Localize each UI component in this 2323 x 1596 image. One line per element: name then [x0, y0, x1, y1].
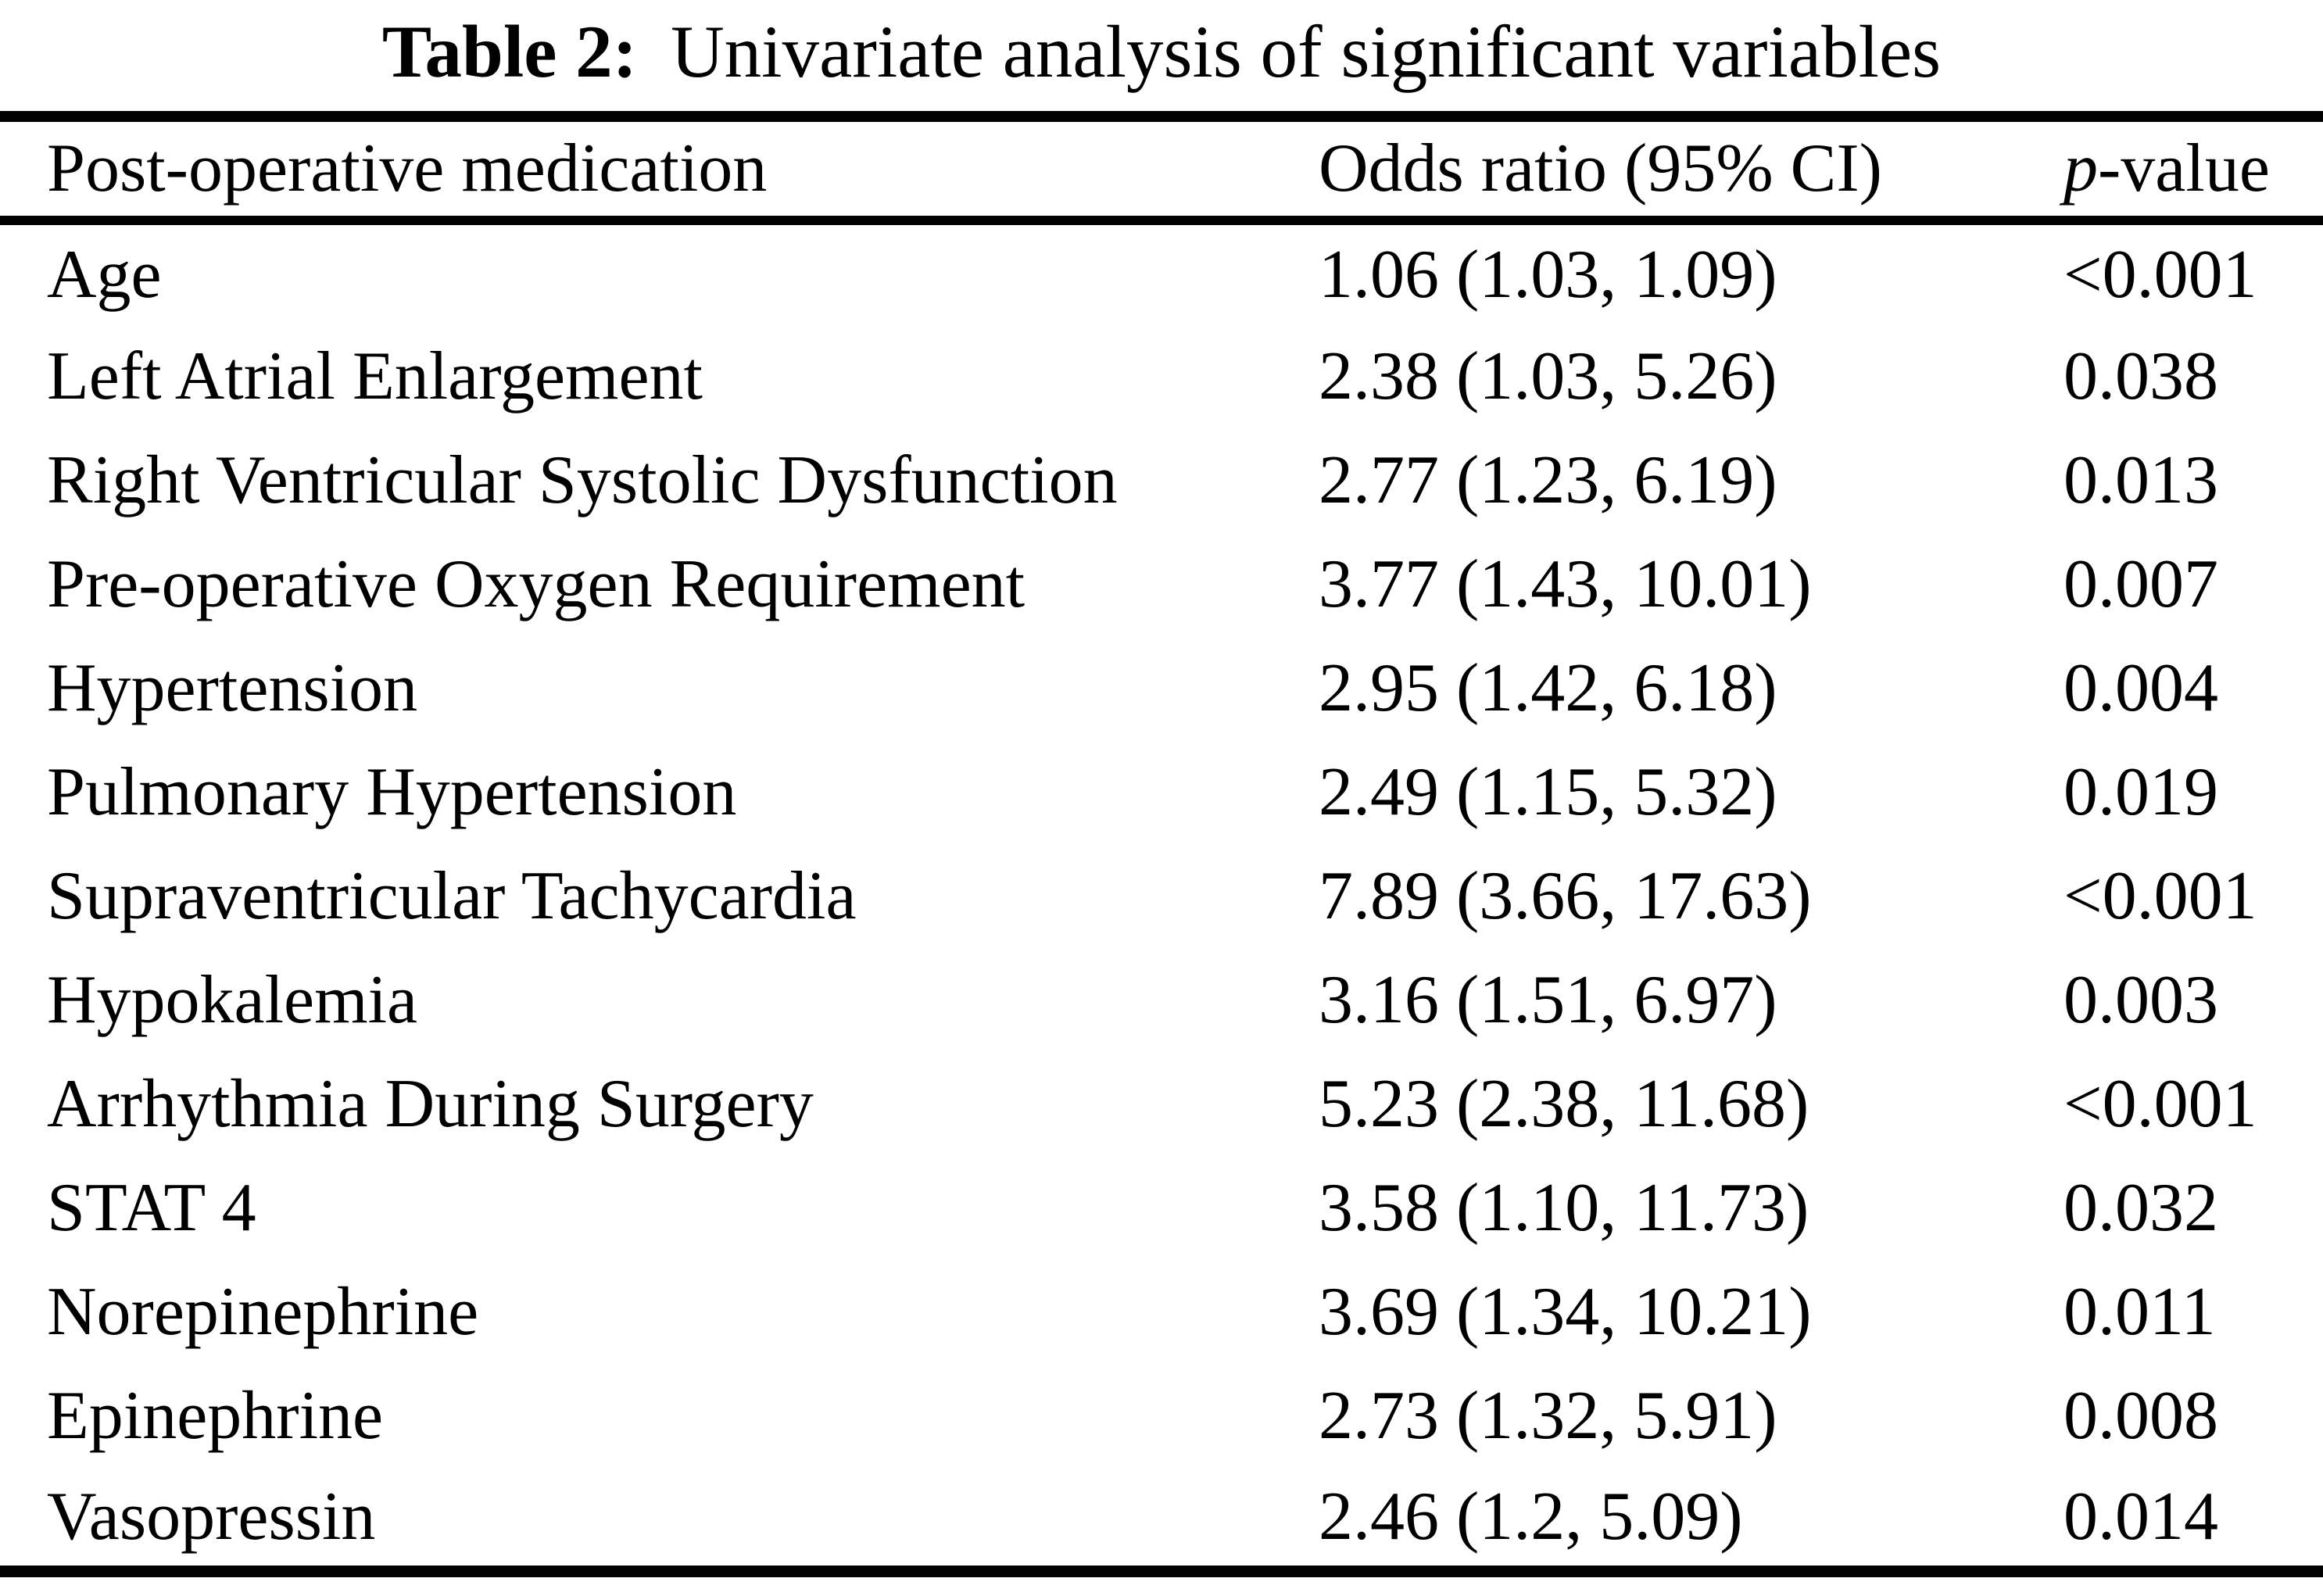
variable-name-cell: Hypokalemia: [47, 961, 418, 1038]
odds-ratio-cell: 2.46 (1.2, 5.09): [1319, 1478, 1743, 1555]
table-caption: Table 2: Univariate analysis of significa…: [0, 5, 2323, 100]
table-row: Age 1.06 (1.03, 1.09) <0.001: [0, 220, 2323, 324]
odds-ratio-cell: 7.89 (3.66, 17.63): [1319, 857, 1812, 934]
table-row: Left Atrial Enlargement 2.38 (1.03, 5.26…: [0, 324, 2323, 428]
table-caption-text: Univariate analysis of significant varia…: [671, 10, 1942, 93]
p-value-cell: 0.011: [2063, 1273, 2216, 1350]
odds-ratio-cell: 2.38 (1.03, 5.26): [1319, 338, 1777, 414]
p-value-cell: 0.007: [2063, 546, 2218, 622]
variable-name-cell: Norepinephrine: [47, 1273, 479, 1350]
table-row: Pulmonary Hypertension 2.49 (1.15, 5.32)…: [0, 740, 2323, 844]
variable-name-cell: Vasopressin: [47, 1478, 376, 1555]
odds-ratio-cell: 1.06 (1.03, 1.09): [1319, 236, 1777, 313]
odds-ratio-cell: 2.73 (1.32, 5.91): [1319, 1377, 1777, 1454]
table-row: Right Ventricular Systolic Dysfunction 2…: [0, 428, 2323, 532]
table-header: Post-operative medication Odds ratio (95…: [0, 116, 2323, 220]
table-body: Age 1.06 (1.03, 1.09) <0.001 Left Atrial…: [0, 220, 2323, 1572]
p-value-cell: 0.008: [2063, 1377, 2218, 1454]
variable-name-cell: Supraventricular Tachycardia: [47, 857, 857, 934]
odds-ratio-cell: 2.95 (1.42, 6.18): [1319, 649, 1777, 726]
odds-ratio-cell: 3.58 (1.10, 11.73): [1319, 1169, 1809, 1246]
header-row: Post-operative medication Odds ratio (95…: [0, 116, 2323, 220]
variable-name-cell: Age: [47, 236, 162, 313]
univariate-analysis-table: Post-operative medication Odds ratio (95…: [0, 110, 2323, 1578]
p-value-cell: 0.014: [2063, 1478, 2218, 1555]
odds-ratio-cell: 3.77 (1.43, 10.01): [1319, 546, 1812, 622]
variable-name-cell: Right Ventricular Systolic Dysfunction: [47, 442, 1118, 518]
table-caption-label: Table 2:: [381, 10, 638, 93]
table-row: Hypokalemia 3.16 (1.51, 6.97) 0.003: [0, 948, 2323, 1052]
variable-name-cell: STAT 4: [47, 1169, 256, 1246]
p-value-cell: 0.032: [2063, 1169, 2218, 1246]
variable-name-cell: Arrhythmia During Surgery: [47, 1065, 814, 1142]
p-value-header-suffix: -value: [2098, 131, 2270, 207]
p-value-cell: 0.013: [2063, 442, 2218, 518]
table-row: Arrhythmia During Surgery 5.23 (2.38, 11…: [0, 1052, 2323, 1156]
p-value-cell: <0.001: [2063, 857, 2257, 934]
odds-ratio-cell: 2.77 (1.23, 6.19): [1319, 442, 1777, 518]
p-value-cell: 0.019: [2063, 753, 2218, 830]
column-header-variable: Post-operative medication: [47, 131, 768, 207]
column-header-p-value: p-value: [2063, 116, 2323, 220]
page: { "colors": { "background": "#ffffff", "…: [0, 5, 2323, 1596]
table-row: Epinephrine 2.73 (1.32, 5.91) 0.008: [0, 1364, 2323, 1468]
p-value-cell: 0.004: [2063, 649, 2218, 726]
p-value-cell: 0.038: [2063, 338, 2218, 414]
odds-ratio-cell: 2.49 (1.15, 5.32): [1319, 753, 1777, 830]
p-value-cell: <0.001: [2063, 1065, 2257, 1142]
variable-name-cell: Epinephrine: [47, 1377, 384, 1454]
variable-name-cell: Left Atrial Enlargement: [47, 338, 703, 414]
variable-name-cell: Pre-operative Oxygen Requirement: [47, 546, 1025, 622]
p-value-cell: 0.003: [2063, 961, 2218, 1038]
table-row: Hypertension 2.95 (1.42, 6.18) 0.004: [0, 636, 2323, 740]
column-header-odds-ratio: Odds ratio (95% CI): [1319, 131, 1882, 207]
p-value-cell: <0.001: [2063, 236, 2257, 313]
table-row: Supraventricular Tachycardia 7.89 (3.66,…: [0, 844, 2323, 948]
odds-ratio-cell: 3.69 (1.34, 10.21): [1319, 1273, 1812, 1350]
table-row: Vasopressin 2.46 (1.2, 5.09) 0.014: [0, 1468, 2323, 1572]
table-row: Pre-operative Oxygen Requirement 3.77 (1…: [0, 532, 2323, 636]
table-row: STAT 4 3.58 (1.10, 11.73) 0.032: [0, 1156, 2323, 1260]
odds-ratio-cell: 5.23 (2.38, 11.68): [1319, 1065, 1809, 1142]
variable-name-cell: Pulmonary Hypertension: [47, 753, 737, 830]
odds-ratio-cell: 3.16 (1.51, 6.97): [1319, 961, 1777, 1038]
p-value-header-italic-p: p: [2063, 131, 2098, 207]
variable-name-cell: Hypertension: [47, 649, 418, 726]
table-row: Norepinephrine 3.69 (1.34, 10.21) 0.011: [0, 1260, 2323, 1364]
